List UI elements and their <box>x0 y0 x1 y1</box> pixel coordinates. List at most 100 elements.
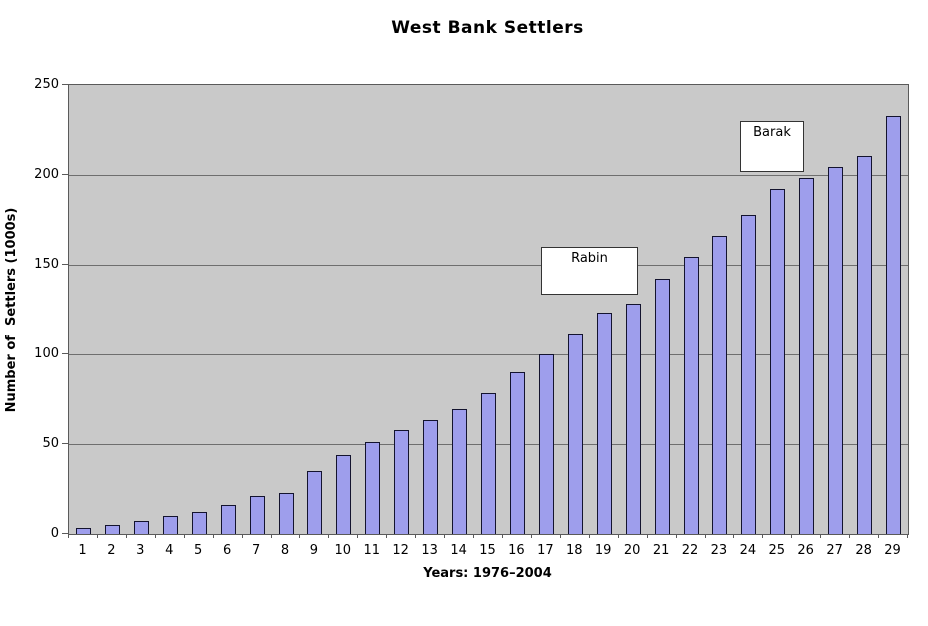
bar-year-2 <box>104 525 120 534</box>
x-tick-label-3: 3 <box>136 543 145 558</box>
bar-year-21 <box>654 279 670 534</box>
x-tick-11 <box>386 534 388 538</box>
x-tick-label-26: 26 <box>797 543 814 558</box>
x-tick-label-1: 1 <box>78 543 87 558</box>
y-axis-title: Number of Settlers (1000s) <box>4 207 19 413</box>
x-tick-label-28: 28 <box>855 543 872 558</box>
y-tick-label-150: 150 <box>34 256 59 272</box>
bar-year-20 <box>625 304 641 534</box>
x-tick-0 <box>68 534 69 538</box>
x-tick-16 <box>530 534 532 538</box>
x-axis-title: Years: 1976–2004 <box>423 566 552 581</box>
x-tick-label-17: 17 <box>537 543 554 558</box>
y-tick-label-100: 100 <box>34 346 59 362</box>
x-tick-19 <box>617 534 619 538</box>
x-tick-label-9: 9 <box>309 543 319 558</box>
x-tick-9 <box>328 534 330 538</box>
gridline-100 <box>69 354 908 356</box>
gridline-150 <box>69 264 908 266</box>
x-tick-label-11: 11 <box>363 543 381 558</box>
bar-year-7 <box>249 496 265 534</box>
y-tick-150 <box>62 263 68 265</box>
chart-title: West Bank Settlers <box>391 18 584 38</box>
bar-year-9 <box>307 470 323 534</box>
bar-year-22 <box>683 256 699 534</box>
x-tick-label-5: 5 <box>194 543 203 558</box>
bar-year-11 <box>365 442 381 534</box>
bar-year-10 <box>336 454 352 534</box>
y-tick-50 <box>62 443 68 445</box>
x-tick-label-4: 4 <box>165 543 174 558</box>
bar-year-4 <box>162 516 178 534</box>
x-tick-label-24: 24 <box>739 543 757 558</box>
x-tick-25 <box>791 534 793 538</box>
y-tick-label-50: 50 <box>42 436 59 452</box>
x-tick-13 <box>444 534 446 538</box>
x-tick-label-29: 29 <box>884 543 901 558</box>
bar-year-23 <box>712 235 728 534</box>
bar-year-8 <box>278 493 294 534</box>
x-tick-10 <box>357 534 359 538</box>
bar-year-26 <box>799 178 815 534</box>
bar-year-6 <box>220 504 236 534</box>
y-tick-250 <box>62 84 68 85</box>
x-tick-label-6: 6 <box>222 543 232 558</box>
x-tick-label-16: 16 <box>508 543 525 558</box>
bar-year-3 <box>133 520 149 534</box>
x-tick-6 <box>241 534 243 538</box>
x-tick-12 <box>415 534 417 538</box>
y-tick-label-200: 200 <box>34 166 59 182</box>
x-tick-label-23: 23 <box>710 543 728 558</box>
x-tick-24 <box>762 534 764 538</box>
gridline-200 <box>69 174 908 176</box>
bar-year-13 <box>423 419 439 534</box>
bar-year-17 <box>538 353 554 534</box>
x-tick-label-18: 18 <box>566 543 583 558</box>
x-tick-29 <box>907 534 908 538</box>
x-tick-3 <box>154 534 156 538</box>
bar-year-19 <box>596 313 612 534</box>
annotation-rabin: Rabin <box>541 247 638 295</box>
x-tick-23 <box>733 534 735 538</box>
bar-year-29 <box>886 115 901 534</box>
x-tick-label-8: 8 <box>280 543 290 558</box>
x-tick-label-14: 14 <box>450 543 467 558</box>
x-tick-label-25: 25 <box>768 543 786 558</box>
annotation-label-rabin: Rabin <box>571 251 608 266</box>
bar-year-18 <box>567 333 583 534</box>
x-tick-26 <box>820 534 822 538</box>
x-tick-2 <box>125 534 127 538</box>
x-tick-label-27: 27 <box>826 543 843 558</box>
x-tick-label-19: 19 <box>594 543 612 558</box>
x-tick-label-15: 15 <box>479 543 496 558</box>
x-tick-label-10: 10 <box>334 543 352 558</box>
annotation-label-barak: Barak <box>753 125 791 140</box>
annotation-barak: Barak <box>740 121 804 172</box>
x-tick-22 <box>704 534 706 538</box>
y-tick-200 <box>62 173 68 175</box>
x-tick-21 <box>675 534 677 538</box>
bar-year-25 <box>770 189 786 534</box>
x-tick-label-7: 7 <box>251 543 261 558</box>
bar-year-15 <box>481 392 496 534</box>
y-tick-100 <box>62 353 68 355</box>
bar-year-14 <box>452 408 468 534</box>
x-tick-7 <box>270 534 272 538</box>
x-tick-17 <box>559 534 561 538</box>
x-tick-4 <box>183 534 185 538</box>
bar-year-28 <box>857 155 873 534</box>
x-tick-label-2: 2 <box>107 543 116 558</box>
x-tick-14 <box>473 534 474 538</box>
x-tick-27 <box>849 534 851 538</box>
y-tick-label-0: 0 <box>50 526 59 541</box>
x-tick-label-20: 20 <box>623 543 641 558</box>
bar-year-5 <box>191 511 207 534</box>
x-tick-18 <box>588 534 590 538</box>
bar-year-24 <box>741 215 757 534</box>
bar-year-16 <box>509 371 525 534</box>
bar-year-1 <box>76 528 91 534</box>
x-tick-label-21: 21 <box>652 543 670 558</box>
y-tick-label-250: 250 <box>34 77 59 92</box>
y-tick-0 <box>62 533 68 534</box>
